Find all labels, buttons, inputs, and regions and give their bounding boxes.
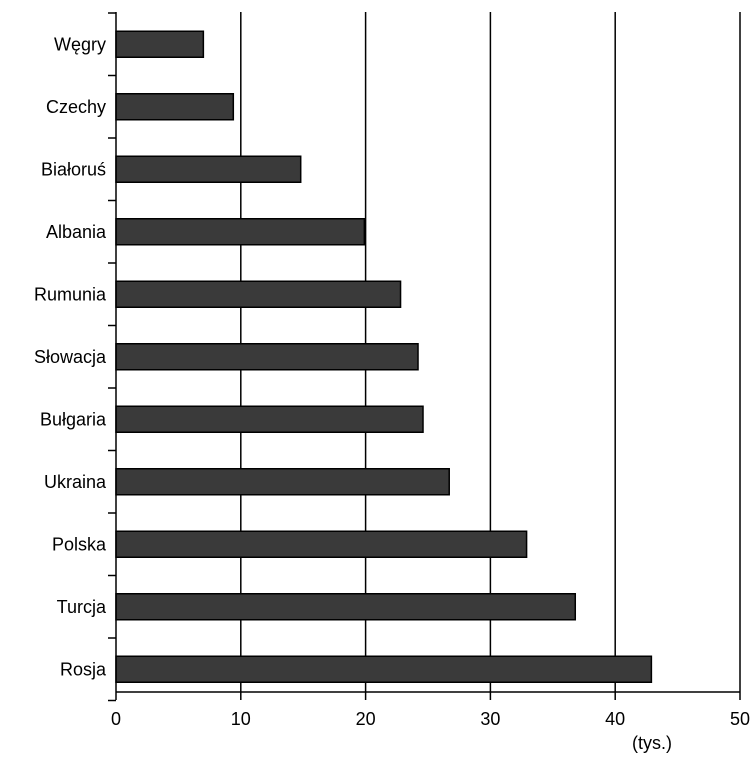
category-label: Bułgaria	[40, 409, 107, 429]
bar	[115, 655, 653, 683]
bar	[115, 218, 366, 246]
category-label: Albania	[46, 222, 107, 242]
x-tick-label: 30	[480, 709, 500, 729]
category-label: Czechy	[46, 97, 106, 117]
bar	[115, 530, 528, 558]
category-label: Turcja	[57, 597, 107, 617]
category-label: Białoruś	[41, 159, 106, 179]
grid-layer	[240, 12, 741, 692]
x-tick-label: 50	[730, 709, 750, 729]
bars-layer	[115, 30, 653, 683]
bar	[115, 155, 302, 183]
x-tick-label: 40	[605, 709, 625, 729]
bar	[115, 30, 205, 58]
bar	[115, 343, 419, 371]
x-tick-label: 0	[111, 709, 121, 729]
unit-label: (tys.)	[632, 733, 672, 753]
bar	[115, 468, 450, 496]
category-label: Rosja	[60, 659, 107, 679]
x-tick-label: 10	[231, 709, 251, 729]
category-label: Węgry	[54, 34, 106, 54]
category-label: Rumunia	[34, 284, 107, 304]
bar	[115, 93, 235, 121]
category-label: Ukraina	[44, 472, 107, 492]
bar	[115, 405, 424, 433]
category-label: Słowacja	[34, 347, 107, 367]
axis-layer	[108, 12, 741, 702]
bar	[115, 593, 577, 621]
bar	[115, 280, 402, 308]
labels-layer: 0 10 20 30 40 50 Węgry Czechy Białoruś Albania Rum…	[34, 34, 750, 729]
x-tick-label: 20	[356, 709, 376, 729]
category-label: Polska	[52, 534, 107, 554]
